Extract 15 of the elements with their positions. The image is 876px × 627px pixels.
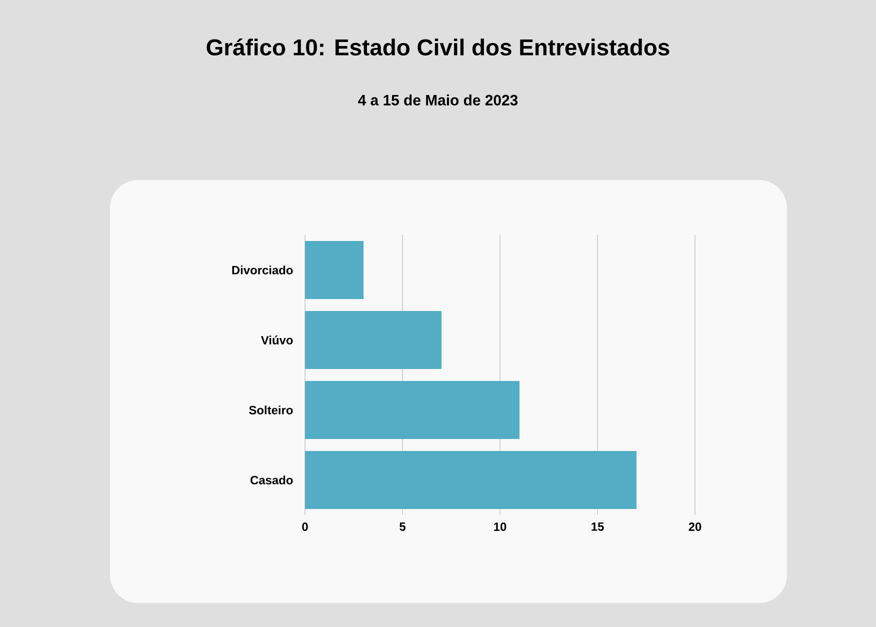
x-tick-label: 10 [494,522,506,531]
chart-subtitle: 4 a 15 de Maio de 2023 [358,94,518,106]
y-tick-label: Divorciado [232,266,293,274]
x-tick-label: 0 [302,522,308,531]
x-tick-label: 15 [592,522,604,531]
y-tick-label: Solteiro [249,406,293,414]
x-tick-label: 5 [400,522,406,531]
bar [305,450,637,509]
chart-title: Gráfico 10: Estado Civil dos Entrevistados [206,38,670,56]
y-tick-label: Viúvo [260,336,293,344]
bar [305,310,442,369]
bar [305,240,364,299]
bar [305,380,520,439]
x-tick-label: 20 [688,522,702,531]
y-tick-label: Casado [250,476,293,484]
